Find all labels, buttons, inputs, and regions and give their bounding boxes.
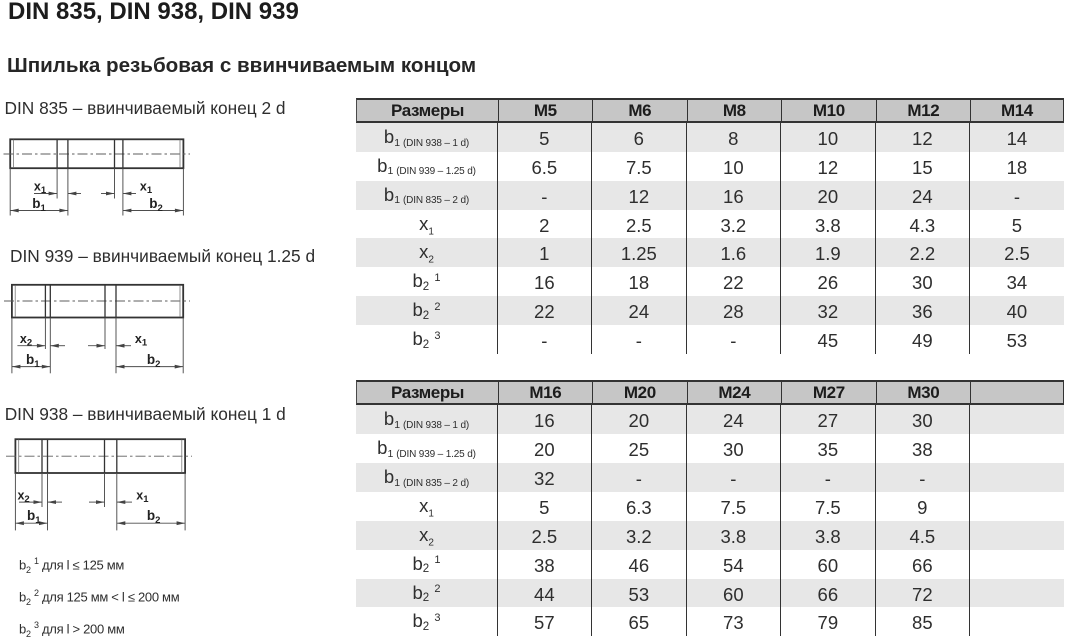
svg-text:b2: b2 bbox=[149, 196, 163, 214]
svg-text:b1: b1 bbox=[26, 352, 40, 370]
svg-text:b1: b1 bbox=[32, 196, 46, 214]
svg-text:x1: x1 bbox=[135, 332, 148, 349]
svg-text:x1: x1 bbox=[140, 180, 153, 197]
svg-text:b2: b2 bbox=[147, 352, 161, 370]
svg-text:x1: x1 bbox=[136, 489, 149, 506]
